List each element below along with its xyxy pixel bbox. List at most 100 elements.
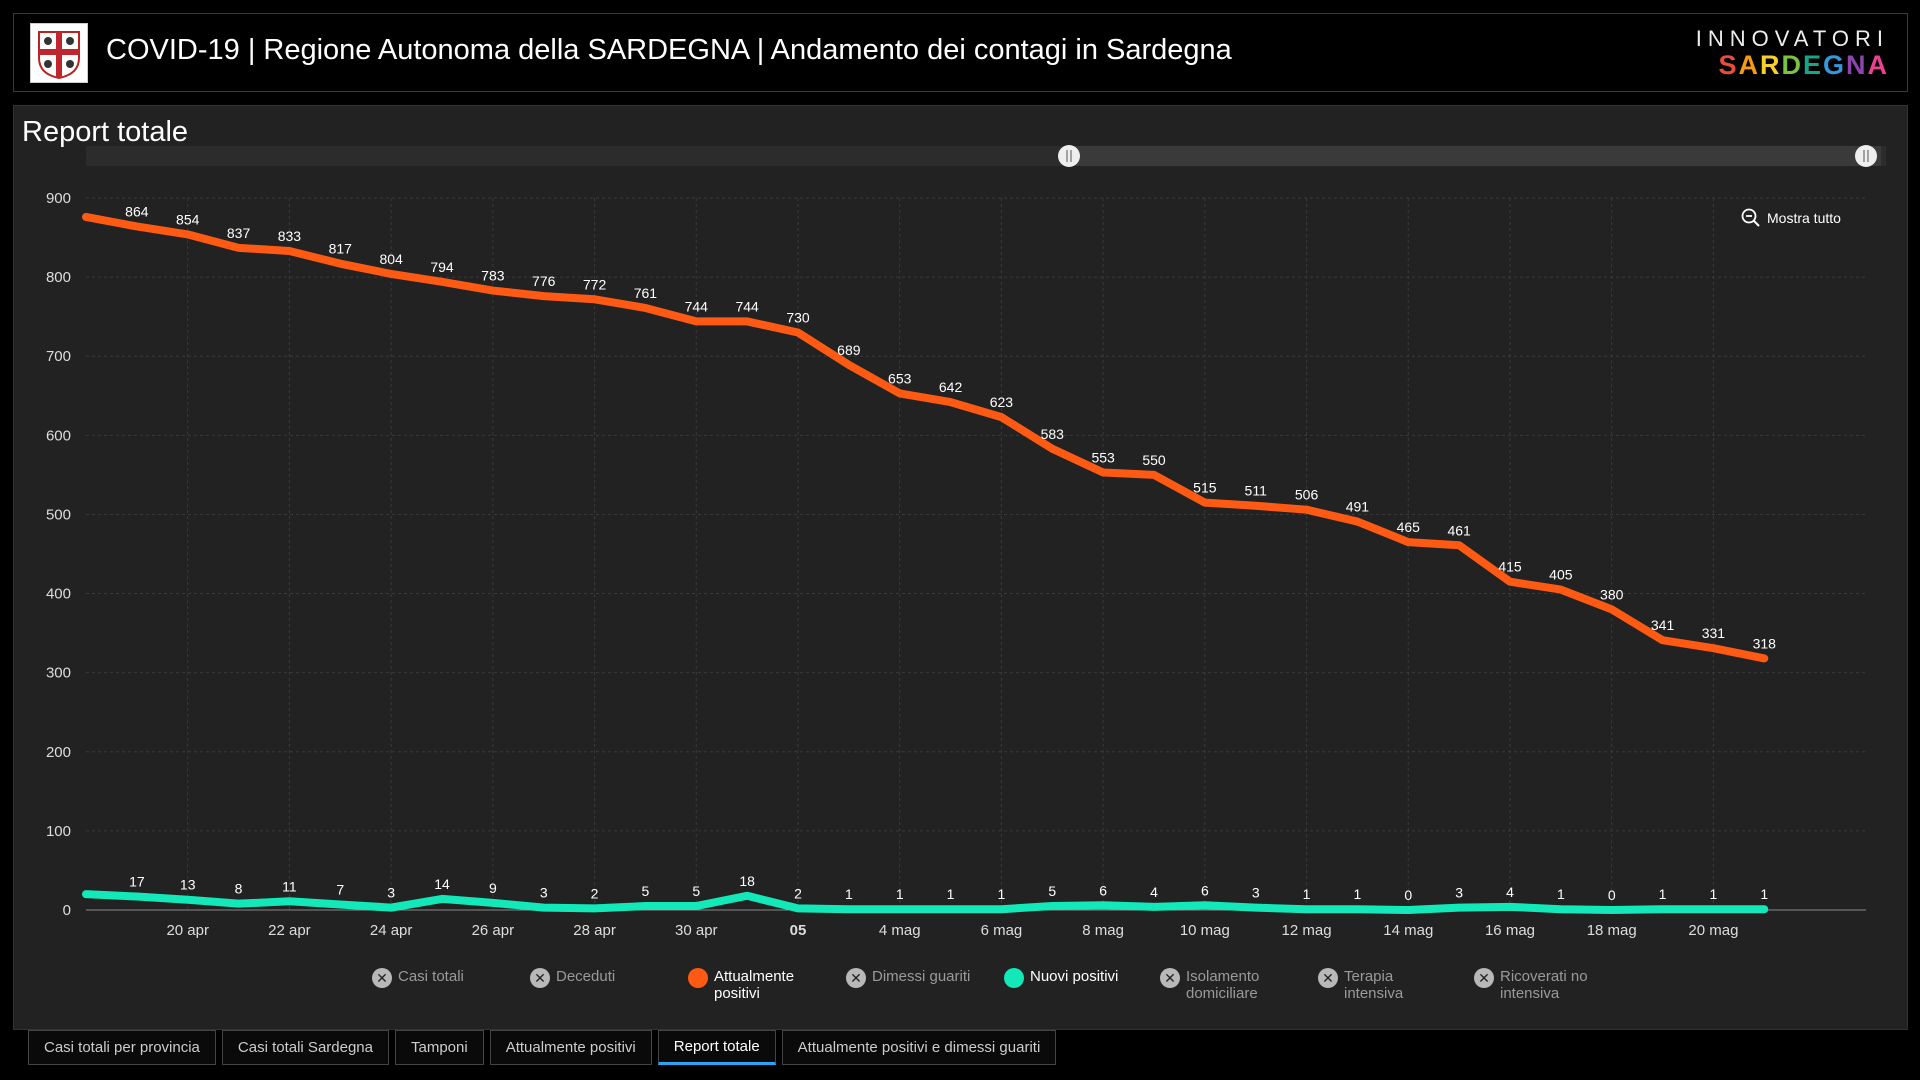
legend-label: Deceduti [556, 968, 616, 985]
data-point [135, 895, 138, 898]
tab-report-totale[interactable]: Report totale [657, 1030, 776, 1065]
legend-label: Nuovi positivi [1030, 968, 1119, 985]
x-tick-label: 6 mag [981, 922, 1023, 939]
data-point [441, 280, 443, 283]
tab-tamponi[interactable]: Tamponi [395, 1030, 484, 1065]
data-point [441, 897, 443, 900]
data-label: 854 [176, 211, 200, 227]
chart-panel: Report totale 0 100 200 300 400 500 600 700 800 9… [13, 105, 1908, 1030]
x-tick-label: 16 mag [1485, 922, 1535, 939]
legend-label: Dimessi guariti [872, 968, 971, 985]
data-point [797, 331, 799, 334]
data-label: 794 [430, 259, 454, 275]
x-tick-label: 26 apr [472, 922, 515, 939]
data-label: 405 [1549, 567, 1573, 583]
data-point [237, 246, 240, 249]
x-tick-label: 4 mag [879, 922, 921, 939]
tab-attualmente-positivi[interactable]: Attualmente positivi [489, 1030, 652, 1065]
y-tick-label: 900 [46, 190, 71, 207]
zoom-handle-right[interactable] [1855, 145, 1877, 167]
data-point [186, 233, 189, 236]
zoom-handle-left[interactable] [1058, 145, 1080, 167]
data-label: 318 [1753, 635, 1777, 651]
data-label: 837 [227, 225, 251, 241]
legend-label: Ricoverati no intensiva [1500, 968, 1588, 1002]
legend-label: Terapia intensiva [1344, 968, 1404, 1002]
legend-label: Isolamento domiciliare [1186, 968, 1260, 1002]
y-tick-label: 700 [46, 348, 71, 365]
legend-hidden-x-icon: ✕ [846, 968, 866, 988]
page-title: COVID-19 | Regione Autonoma della SARDEG… [106, 34, 1232, 66]
data-point [491, 901, 494, 904]
data-label: 515 [1193, 480, 1217, 496]
data-point [1153, 473, 1155, 476]
data-point [949, 908, 952, 911]
data-point [1661, 639, 1664, 642]
data-label: 5 [1048, 883, 1056, 899]
data-point [1407, 541, 1410, 544]
data-point [542, 295, 545, 298]
data-label: 6 [1099, 882, 1107, 898]
data-point [847, 363, 850, 366]
tab-attualmente-positivi-e-dimessi-guariti[interactable]: Attualmente positivi e dimessi guariti [781, 1030, 1057, 1065]
legend-item[interactable]: Nuovi positivi [1004, 968, 1118, 988]
series-line-nuovi-positivi [82, 890, 1769, 914]
legend-item[interactable]: ✕ Terapia intensiva [1318, 968, 1448, 1002]
legend-item[interactable]: Attualmente positivi [688, 968, 818, 1002]
data-point [1610, 608, 1613, 611]
legend-item[interactable]: ✕ Casi totali [372, 968, 464, 988]
zoom-out-icon [1741, 208, 1760, 227]
legend-item[interactable]: ✕ Dimessi guariti [846, 968, 970, 988]
data-point [1559, 588, 1562, 591]
show-all-zoom-button[interactable]: Mostra tutto [1741, 208, 1841, 228]
data-label: 14 [434, 876, 450, 892]
tab-bar: Casi totali per provincia Casi totali Sar… [28, 1030, 1057, 1066]
data-point [288, 900, 291, 903]
data-label: 3 [540, 885, 548, 901]
tab-casi-totali-per-provincia[interactable]: Casi totali per provincia [28, 1030, 216, 1065]
data-point [1051, 447, 1054, 450]
x-tick-label: 05 [790, 922, 807, 939]
data-label: 553 [1091, 450, 1115, 466]
x-tick-label: 8 mag [1082, 922, 1124, 939]
data-label: 5 [642, 883, 650, 899]
data-point [1000, 416, 1003, 419]
data-label: 11 [282, 878, 297, 894]
x-tick-label: 22 apr [268, 922, 311, 939]
data-point [1559, 908, 1562, 911]
data-point [949, 401, 952, 404]
data-label: 833 [278, 228, 302, 244]
legend-item[interactable]: ✕ Isolamento domiciliare [1160, 968, 1290, 1002]
x-tick-label: 24 apr [370, 922, 413, 939]
data-label: 1 [1760, 886, 1768, 902]
data-label: 3 [1252, 885, 1260, 901]
data-label: 1 [845, 886, 853, 902]
tab-casi-totali-sardegna[interactable]: Casi totali Sardegna [221, 1030, 389, 1065]
zoom-scrollbar-selection[interactable] [1069, 146, 1881, 166]
x-tick-label: 28 apr [573, 922, 616, 939]
data-point [237, 902, 240, 905]
data-point [339, 903, 342, 906]
legend-marker-icon [688, 968, 708, 988]
data-point [1509, 905, 1511, 908]
legend-item[interactable]: ✕ Deceduti [530, 968, 615, 988]
data-label: 415 [1498, 559, 1522, 575]
data-point [1509, 580, 1511, 583]
x-tick-label: 20 apr [166, 922, 209, 939]
innovatori-sardegna-logo: INNOVATORI SARDEGNA [1696, 26, 1889, 81]
data-label: 1 [1354, 886, 1362, 902]
data-label: 550 [1142, 452, 1166, 468]
data-point [1305, 508, 1308, 511]
data-point [593, 298, 596, 301]
data-point [1254, 906, 1257, 909]
data-point [491, 289, 494, 292]
data-point [1102, 904, 1105, 907]
legend-label: Casi totali [398, 968, 464, 985]
data-label: 1 [1659, 886, 1667, 902]
data-label: 2 [591, 885, 599, 901]
grid-layer [86, 197, 1866, 911]
data-point [1153, 905, 1155, 908]
data-label: 4 [1506, 884, 1514, 900]
legend-item[interactable]: ✕ Ricoverati no intensiva [1474, 968, 1604, 1002]
data-label: 1 [947, 886, 955, 902]
